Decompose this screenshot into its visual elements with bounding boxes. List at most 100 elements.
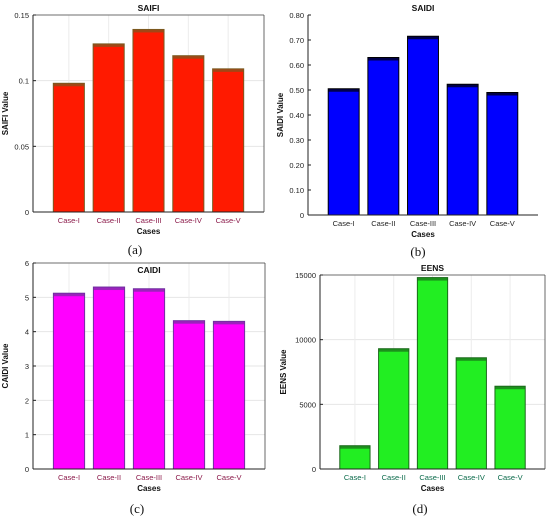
saidi-y-tick-label: 0.70	[289, 36, 304, 45]
saifi-x-tick-label: Case-III	[135, 216, 161, 225]
saidi-bar-cap	[367, 57, 399, 61]
caidi-y-tick-label: 1	[25, 431, 29, 440]
saidi-bar-cap	[486, 92, 518, 96]
saifi-bar-cap	[172, 55, 204, 59]
saidi-y-axis-label: SAIDI Value	[276, 92, 285, 137]
caidi-y-tick-label: 4	[25, 328, 29, 337]
eens-bar-cap	[339, 445, 371, 449]
caidi-x-tick-label: Case-III	[136, 473, 162, 482]
eens-y-axis-label: EENS Value	[279, 349, 288, 394]
caidi-y-tick-label: 2	[25, 396, 29, 405]
saifi-bar-case-i	[52, 82, 85, 213]
saifi-y-tick-label: 0.05	[14, 142, 29, 151]
saifi-y-axis-label: SAIFI Value	[1, 91, 10, 135]
caidi-chart-title: CAIDI	[137, 265, 160, 275]
caidi-x-tick-label: Case-IV	[175, 473, 202, 482]
saidi-y-tick-label: 0.60	[289, 61, 304, 70]
caidi-bar-cap	[53, 293, 85, 297]
caption-a: (a)	[127, 242, 143, 257]
saifi-x-tick-label: Case-I	[58, 216, 80, 225]
saifi-bar-case-ii	[92, 43, 125, 213]
caidi-y-tick-label: 5	[25, 293, 29, 302]
caidi-bar-case-v	[212, 320, 246, 470]
eens-bar-cap	[417, 277, 448, 281]
saifi-bar-case-iv	[172, 55, 205, 213]
saifi-y-tick-label: 0.1	[19, 77, 29, 86]
eens-chart-panel: 0 5000 10000 15000 Case-I Case-II Case-III Case…	[275, 260, 550, 520]
eens-bar-cap	[378, 348, 409, 352]
saidi-y-tick-label: 0.20	[289, 161, 304, 170]
eens-bar-case-iii	[416, 277, 449, 470]
eens-y-tick-label: 5000	[299, 400, 316, 409]
caidi-x-tick-label: Case-V	[216, 473, 241, 482]
saidi-y-tick-label: 0.40	[289, 111, 304, 120]
saidi-bar-case-iii	[407, 35, 439, 216]
caidi-bar-cap	[173, 320, 205, 324]
saifi-bar-cap	[93, 43, 125, 47]
saidi-y-tick-label: 0.80	[289, 11, 304, 20]
caidi-x-axis-label: Cases	[137, 484, 161, 493]
saifi-bar-case-v	[212, 68, 245, 213]
eens-bar-cap	[456, 357, 487, 361]
saidi-x-tick-label: Case-IV	[449, 219, 476, 228]
caption-c: (c)	[129, 501, 145, 516]
eens-x-tick-label: Case-V	[498, 473, 523, 482]
caidi-bar-case-i	[52, 292, 86, 470]
saifi-chart-panel: 0 0.05 0.1 0.15 Case-I Case-II Case-III Case-IV…	[0, 0, 275, 260]
saifi-x-tick-label: Case-II	[97, 216, 121, 225]
eens-x-tick-label: Case-IV	[458, 473, 485, 482]
saifi-bar-cap	[212, 68, 244, 72]
caidi-bar-cap	[133, 288, 165, 292]
caidi-y-tick-label: 0	[25, 465, 29, 474]
saidi-y-tick-label: 0.10	[289, 186, 304, 195]
saifi-chart: 0 0.05 0.1 0.15 Case-I Case-II Case-III Case-IV…	[1, 3, 265, 236]
saidi-bar-case-v	[486, 92, 519, 216]
saidi-y-tick-label: 0.50	[289, 86, 304, 95]
saifi-y-tick-label: 0.15	[14, 11, 29, 20]
caidi-y-axis-label: CAIDI Value	[1, 343, 10, 388]
eens-bar-case-i	[339, 445, 371, 470]
eens-chart: 0 5000 10000 15000 Case-I Case-II Case-III Case…	[279, 263, 546, 493]
caidi-bar-cap	[213, 321, 245, 325]
caidi-bar-case-iv	[172, 320, 206, 470]
eens-bar-case-v	[494, 385, 526, 470]
eens-x-axis-label: Cases	[421, 484, 445, 493]
caidi-bar-cap	[93, 287, 125, 291]
eens-y-tick-label: 10000	[295, 336, 316, 345]
saifi-bar-cap	[132, 29, 165, 33]
saifi-x-tick-label: Case-IV	[175, 216, 202, 225]
saidi-bar-case-iv	[446, 83, 479, 216]
saidi-x-tick-label: Case-I	[333, 219, 355, 228]
eens-bar-cap	[494, 386, 526, 390]
saidi-y-tick-label: 0.30	[289, 136, 304, 145]
caidi-bar-case-ii	[92, 286, 126, 470]
caidi-x-tick-label: Case-II	[97, 473, 121, 482]
caidi-chart-panel: 0 1 2 3 4 5 6 Case-I Case-II Case-III Case-IV Case-…	[0, 259, 275, 520]
saifi-x-axis-label: Cases	[137, 227, 161, 236]
eens-x-tick-label: Case-I	[344, 473, 366, 482]
saidi-chart-title: SAIDI	[412, 3, 435, 13]
saidi-x-tick-label: Case-III	[410, 219, 436, 228]
saidi-x-tick-label: Case-II	[371, 219, 395, 228]
saidi-bar-cap	[447, 84, 479, 88]
eens-bar-case-iv	[455, 357, 487, 470]
eens-chart-title: EENS	[421, 263, 444, 273]
saifi-chart-title: SAIFI	[138, 3, 160, 13]
saifi-x-tick-label: Case-V	[216, 216, 241, 225]
eens-y-tick-label: 0	[312, 465, 316, 474]
saidi-bar-case-i	[327, 88, 360, 216]
caidi-chart: 0 1 2 3 4 5 6 Case-I Case-II Case-III Case-IV Case-…	[1, 259, 266, 493]
caidi-bar-case-iii	[132, 288, 166, 470]
saidi-x-axis-label: Cases	[411, 230, 435, 239]
saidi-chart-panel: 0 0.10 0.20 0.30 0.40 0.50 0.60 0.70 0.80 Case-I C…	[275, 0, 550, 260]
caidi-y-tick-label: 6	[25, 259, 29, 268]
saifi-bar-cap	[53, 83, 85, 87]
eens-bar-case-ii	[378, 348, 410, 470]
saifi-bar-case-iii	[132, 28, 165, 213]
saidi-x-tick-label: Case-V	[490, 219, 515, 228]
saidi-bar-cap	[328, 88, 360, 92]
caption-b: (b)	[410, 244, 426, 259]
saidi-bar-case-ii	[367, 57, 400, 216]
saifi-y-tick-label: 0	[25, 208, 29, 217]
eens-x-tick-label: Case-II	[382, 473, 406, 482]
